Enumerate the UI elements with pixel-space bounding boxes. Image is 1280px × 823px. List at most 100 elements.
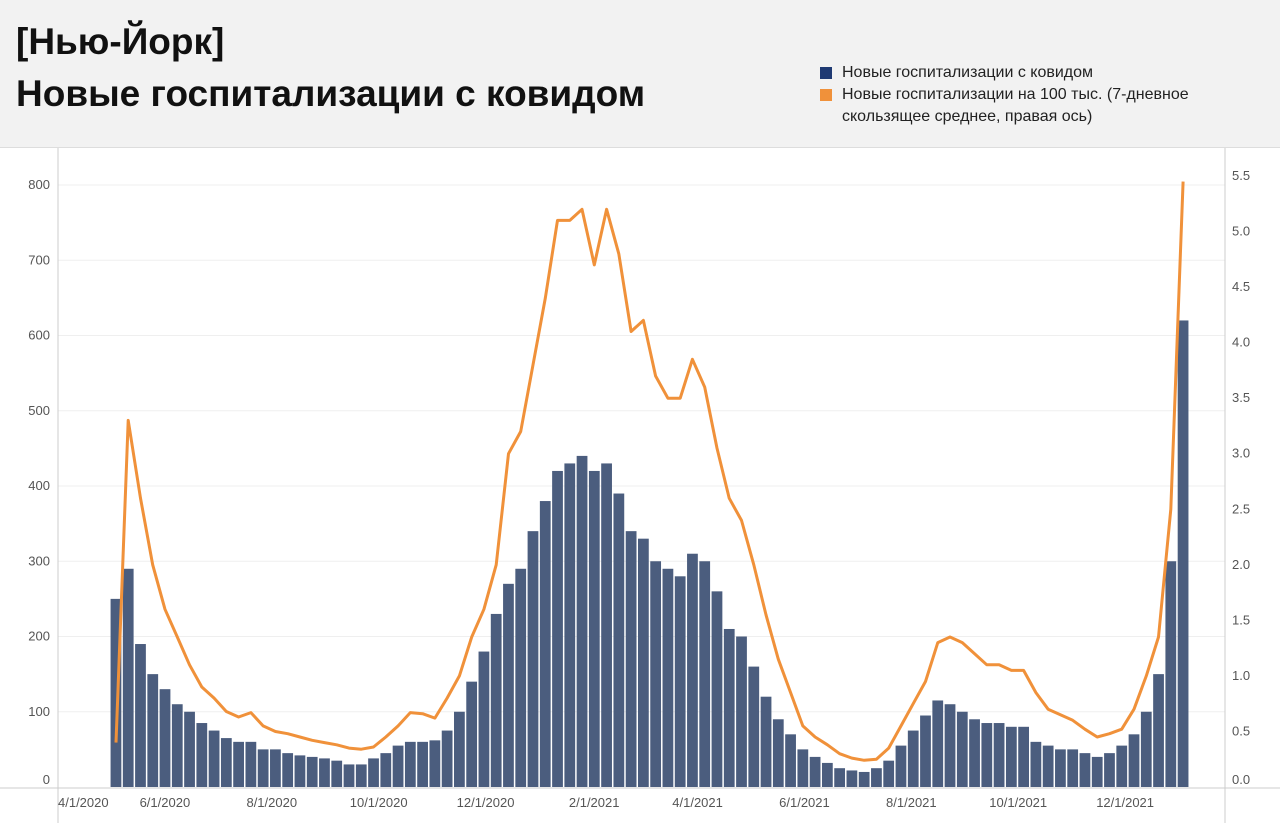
bar (662, 568, 674, 787)
bar (736, 636, 747, 787)
bar (1140, 711, 1152, 787)
bar (601, 463, 612, 787)
bar (208, 730, 220, 787)
bar (969, 719, 980, 787)
x-tick-label: 8/1/2020 (246, 795, 297, 810)
y-right-tick-label: 5.0 (1232, 224, 1250, 239)
bar (478, 651, 490, 787)
bar (539, 501, 551, 787)
bar (674, 576, 686, 787)
bar (454, 711, 465, 787)
bar (331, 760, 343, 787)
y-left-tick-label: 100 (28, 704, 50, 719)
x-tick-label: 12/1/2021 (1096, 795, 1154, 810)
bar (1116, 745, 1128, 787)
chart-title: Новые госпитализации с ковидом (16, 73, 646, 114)
bar (294, 755, 306, 787)
bar (723, 628, 735, 787)
x-tick-label: 8/1/2021 (886, 795, 937, 810)
bar (883, 760, 895, 787)
bar (257, 749, 269, 787)
bar (110, 598, 122, 787)
y-right-tick-label: 5.5 (1232, 168, 1250, 183)
bar (282, 753, 294, 787)
x-tick-label: 6/1/2021 (779, 795, 830, 810)
legend-swatch-line (820, 89, 832, 101)
bar (760, 696, 772, 787)
chart-title-region: [Нью-Йорк] (16, 21, 225, 62)
y-left-tick-label: 300 (28, 553, 50, 568)
x-tick-label: 10/1/2020 (350, 795, 408, 810)
bar (233, 741, 244, 787)
bar (343, 764, 355, 787)
y-right-tick-label: 1.0 (1232, 668, 1250, 683)
x-tick-label: 2/1/2021 (569, 795, 620, 810)
bar (1067, 749, 1079, 787)
bar (1153, 674, 1164, 787)
bar (1055, 749, 1066, 787)
bar (135, 644, 146, 787)
bar (564, 463, 576, 787)
bar (1079, 753, 1091, 787)
bar (956, 711, 968, 787)
bar (920, 715, 931, 787)
bar (404, 741, 416, 787)
y-right-tick-label: 3.5 (1232, 390, 1250, 405)
bar (1128, 734, 1140, 787)
bar (748, 666, 760, 787)
bar (846, 770, 858, 787)
y-right-tick-label: 3.0 (1232, 446, 1250, 461)
y-left-tick-label: 0 (43, 772, 50, 787)
bar (687, 553, 698, 787)
bar (527, 531, 539, 787)
legend-label-bars: Новые госпитализации с ковидом (842, 64, 1094, 81)
bar (1177, 320, 1189, 787)
x-tick-label: 4/1/2020 (58, 795, 109, 810)
bar (171, 704, 183, 787)
y-left-tick-label: 500 (28, 403, 50, 418)
bar (809, 756, 821, 787)
bar (159, 689, 171, 787)
bar (319, 758, 330, 787)
bar (907, 730, 919, 787)
line-points (115, 181, 1184, 761)
y-right-tick-label: 4.5 (1232, 279, 1250, 294)
x-tick-label: 10/1/2021 (989, 795, 1047, 810)
bar (871, 768, 882, 787)
bar (1042, 745, 1054, 787)
y-right-tick-label: 0.0 (1232, 772, 1250, 787)
bar (490, 613, 502, 787)
bar (944, 704, 956, 787)
bar (588, 470, 600, 787)
x-tick-label: 4/1/2021 (672, 795, 723, 810)
bar (1018, 726, 1029, 787)
bar (515, 568, 527, 787)
chart-header: [Нью-Йорк] Новые госпитализации с ковидо… (0, 0, 1280, 148)
bar (552, 470, 563, 787)
y-right-tick-label: 2.5 (1232, 501, 1250, 516)
bar (245, 741, 257, 787)
bar (466, 681, 478, 787)
bar (417, 741, 428, 787)
legend: Новые госпитализации с ковидом Новые гос… (820, 62, 1232, 128)
bar (858, 771, 870, 787)
bar-series (110, 320, 1189, 787)
bar (196, 723, 208, 787)
legend-item-bars: Новые госпитализации с ковидом (820, 62, 1232, 84)
bar (625, 531, 637, 787)
bar (1165, 561, 1177, 787)
y-right-tick-label: 2.0 (1232, 557, 1250, 572)
bar (503, 583, 514, 787)
y-left-tick-label: 200 (28, 629, 50, 644)
bar (699, 561, 711, 787)
bar (821, 762, 833, 787)
bar (834, 768, 846, 787)
bar (368, 758, 379, 787)
bar (392, 745, 404, 787)
bar (772, 719, 784, 787)
x-tick-label: 12/1/2020 (457, 795, 515, 810)
bar (1005, 726, 1017, 787)
y-right-tick-label: 4.0 (1232, 335, 1250, 350)
y-left-tick-label: 600 (28, 328, 50, 343)
